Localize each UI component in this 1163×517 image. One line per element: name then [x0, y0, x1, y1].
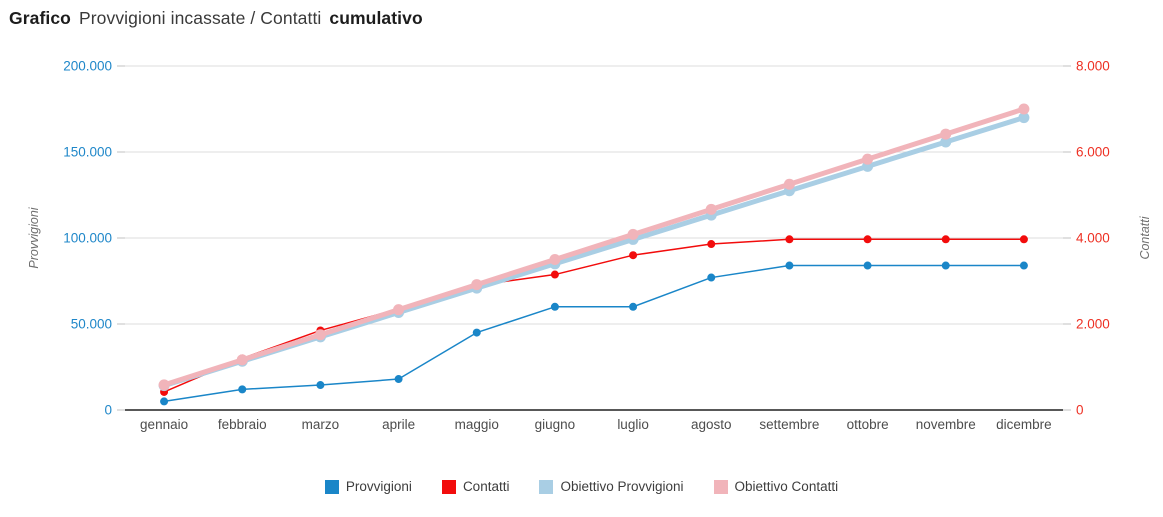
- point-provvigioni-marzo[interactable]: [316, 381, 325, 390]
- point-obiettivo-provvigioni-novembre[interactable]: [940, 136, 952, 148]
- legend-item-obiettivo-contatti[interactable]: Obiettivo Contatti: [713, 479, 839, 494]
- point-contatti-dicembre[interactable]: [1019, 235, 1028, 244]
- legend-item-provvigioni[interactable]: Provvigioni: [324, 479, 412, 494]
- x-label-agosto: agosto: [691, 417, 732, 432]
- point-obiettivo-contatti-gennaio[interactable]: [158, 379, 170, 391]
- gridlines: [125, 65, 1063, 325]
- right-tick-label: 0: [1076, 403, 1084, 418]
- left-tick-label: 100.000: [63, 231, 112, 246]
- right-tick-label: 8.000: [1076, 59, 1110, 74]
- series-obiettivo-provvigioni: [158, 112, 1030, 392]
- x-label-aprile: aprile: [382, 417, 415, 432]
- point-obiettivo-contatti-febbraio[interactable]: [236, 354, 248, 366]
- point-provvigioni-aprile[interactable]: [394, 375, 403, 384]
- legend-swatch-provvigioni: [324, 479, 339, 494]
- point-obiettivo-contatti-novembre[interactable]: [940, 128, 952, 140]
- x-label-settembre: settembre: [759, 417, 819, 432]
- x-label-luglio: luglio: [617, 417, 649, 432]
- point-obiettivo-contatti-luglio[interactable]: [627, 228, 639, 240]
- point-contatti-giugno[interactable]: [550, 270, 559, 279]
- right-tick-label: 6.000: [1076, 145, 1110, 160]
- legend-label-contatti: Contatti: [462, 479, 510, 494]
- point-provvigioni-gennaio[interactable]: [160, 397, 169, 406]
- point-provvigioni-luglio[interactable]: [629, 302, 638, 311]
- point-obiettivo-contatti-marzo[interactable]: [314, 329, 326, 341]
- left-tick-label: 0: [104, 403, 112, 418]
- series-line-provvigioni: [163, 264, 1025, 403]
- legend-label-obiettivo-provvigioni: Obiettivo Provvigioni: [560, 479, 684, 494]
- point-provvigioni-novembre[interactable]: [941, 261, 950, 270]
- legend-swatch-obiettivo-contatti: [713, 479, 728, 494]
- legend-item-obiettivo-provvigioni[interactable]: Obiettivo Provvigioni: [539, 479, 684, 494]
- series-line-contatti: [163, 238, 1025, 393]
- legend-item-contatti[interactable]: Contatti: [441, 479, 510, 494]
- right-tick-label: 2.000: [1076, 317, 1110, 332]
- left-tick-label: 50.000: [71, 317, 112, 332]
- x-label-novembre: novembre: [916, 417, 976, 432]
- x-label-giugno: giugno: [535, 417, 576, 432]
- left-axis-tick-labels: 200.000 150.000 100.000 50.000 0: [63, 59, 112, 418]
- series-line-obiettivo-contatti: [161, 106, 1027, 388]
- x-label-gennaio: gennaio: [140, 417, 188, 432]
- right-tick-label: 4.000: [1076, 231, 1110, 246]
- x-axis-labels: gennaio febbraio marzo aprile maggio giugno lu…: [140, 417, 1052, 432]
- point-provvigioni-agosto[interactable]: [707, 273, 716, 282]
- point-contatti-ottobre[interactable]: [863, 235, 872, 244]
- chart-title-main: Provvigioni incassate / Contatti: [78, 8, 322, 28]
- series-contatti: [160, 235, 1028, 396]
- point-obiettivo-provvigioni-dicembre[interactable]: [1018, 112, 1030, 124]
- point-obiettivo-contatti-aprile[interactable]: [393, 304, 405, 316]
- point-obiettivo-contatti-giugno[interactable]: [549, 254, 561, 265]
- point-provvigioni-maggio[interactable]: [472, 328, 481, 337]
- point-provvigioni-giugno[interactable]: [550, 302, 559, 311]
- legend-label-provvigioni: Provvigioni: [345, 479, 412, 494]
- point-obiettivo-contatti-settembre[interactable]: [783, 178, 795, 190]
- chart-title: Grafico Provvigioni incassate / Contatti…: [9, 8, 423, 29]
- legend-swatch-obiettivo-provvigioni: [539, 479, 554, 494]
- left-tick-label: 200.000: [63, 59, 112, 74]
- point-provvigioni-febbraio[interactable]: [238, 385, 247, 394]
- point-obiettivo-contatti-maggio[interactable]: [471, 279, 483, 291]
- point-contatti-settembre[interactable]: [785, 235, 794, 244]
- point-contatti-agosto[interactable]: [707, 240, 716, 249]
- legend-swatch-contatti: [441, 479, 456, 494]
- chart-title-prefix: Grafico: [9, 8, 71, 28]
- right-axis-tick-labels: 8.000 6.000 4.000 2.000 0: [1076, 59, 1110, 418]
- line-chart: 200.000 150.000 100.000 50.000 0 8.000 6.000 4.…: [27, 59, 1152, 433]
- legend-label-obiettivo-contatti: Obiettivo Contatti: [734, 479, 839, 494]
- point-contatti-novembre[interactable]: [941, 235, 950, 244]
- x-label-febbraio: febbraio: [218, 417, 267, 432]
- point-contatti-luglio[interactable]: [629, 251, 638, 260]
- point-provvigioni-ottobre[interactable]: [863, 261, 872, 270]
- point-obiettivo-contatti-ottobre[interactable]: [862, 153, 874, 165]
- series-provvigioni: [160, 261, 1028, 406]
- left-axis-title: Provvigioni: [27, 206, 41, 268]
- x-label-marzo: marzo: [302, 417, 340, 432]
- point-provvigioni-dicembre[interactable]: [1019, 261, 1028, 270]
- series-obiettivo-contatti: [158, 103, 1030, 391]
- x-label-maggio: maggio: [455, 417, 499, 432]
- x-label-ottobre: ottobre: [847, 417, 889, 432]
- right-axis-title: Contatti: [1138, 215, 1152, 259]
- point-obiettivo-contatti-dicembre[interactable]: [1018, 103, 1030, 115]
- x-label-dicembre: dicembre: [996, 417, 1052, 432]
- chart-legend: Provvigioni Contatti Obiettivo Provvigioni…: [0, 479, 1163, 494]
- point-obiettivo-contatti-agosto[interactable]: [705, 203, 717, 215]
- left-tick-label: 150.000: [63, 145, 112, 160]
- chart-title-suffix: cumulativo: [329, 8, 423, 28]
- axis-tick-marks: [117, 65, 1071, 411]
- point-provvigioni-settembre[interactable]: [785, 261, 794, 270]
